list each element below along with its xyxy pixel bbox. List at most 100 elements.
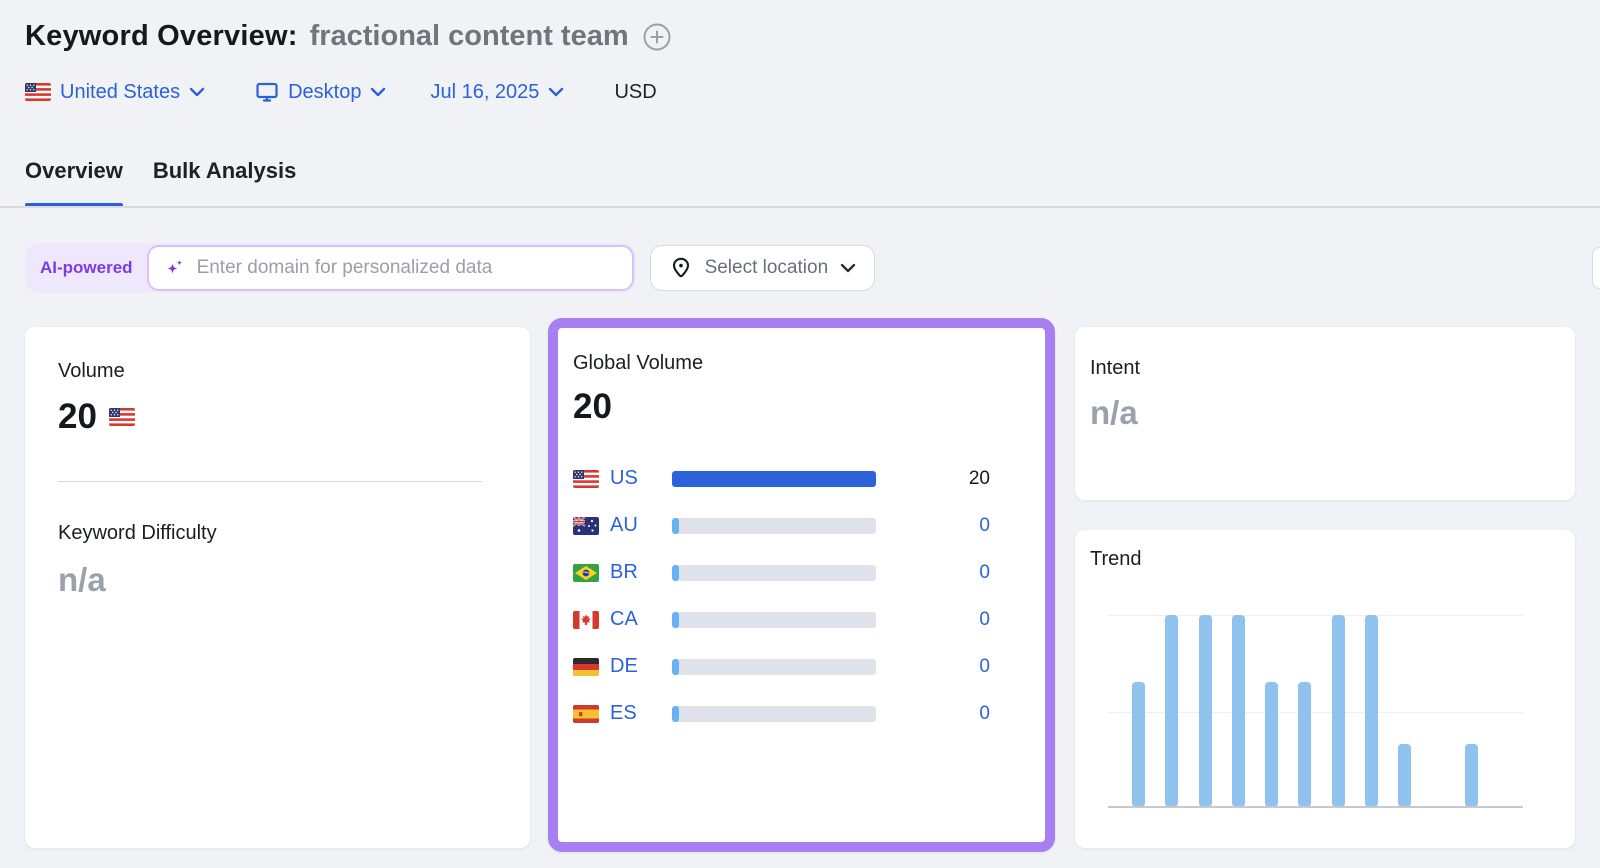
trend-title: Trend: [1090, 548, 1142, 570]
us-flag-icon: [573, 469, 599, 488]
trend-bar-slot: [1388, 615, 1421, 807]
trend-bar-slot: [1322, 615, 1355, 807]
trend-bar: [1398, 743, 1412, 807]
country-code-link[interactable]: DE: [610, 655, 638, 677]
device-dropdown-label: Desktop: [288, 80, 362, 103]
domain-input-box[interactable]: [146, 245, 634, 291]
country-row-es: ES 0: [573, 690, 990, 737]
trend-bars: [1122, 615, 1521, 807]
device-dropdown[interactable]: Desktop: [255, 80, 386, 104]
country-row-br: BR 0: [573, 549, 990, 596]
country-row-us: US 20: [573, 455, 990, 502]
country-row-au: AU 0: [573, 502, 990, 549]
country-volume-value[interactable]: 0: [979, 702, 990, 724]
chevron-down-icon: [189, 87, 205, 97]
date-dropdown-label: Jul 16, 2025: [430, 80, 540, 103]
desktop-monitor-icon: [255, 80, 279, 104]
volume-value-row: 20: [58, 397, 497, 437]
tab-bulk-analysis[interactable]: Bulk Analysis: [152, 158, 297, 183]
chevron-down-icon: [370, 87, 386, 97]
country-volume-value[interactable]: 0: [979, 655, 990, 677]
country-volume-bar: [672, 470, 876, 487]
tab-overview[interactable]: Overview: [25, 152, 123, 207]
chevron-down-icon: [840, 263, 856, 273]
tab-bar: Overview Bulk Analysis: [25, 152, 296, 207]
country-volume-value: 20: [968, 467, 990, 489]
keyword-difficulty-title: Keyword Difficulty: [58, 522, 217, 544]
country-volume-value[interactable]: 0: [979, 561, 990, 583]
country-volume-bar: [672, 658, 876, 675]
ai-sparkle-icon: [163, 256, 187, 280]
filter-bar: United States Desktop Jul 16, 2025 USD: [25, 80, 657, 104]
intent-value: n/a: [1090, 394, 1138, 431]
volume-value: 20: [58, 397, 97, 436]
location-pin-icon: [669, 256, 693, 280]
page-header: Keyword Overview: fractional content tea…: [25, 20, 671, 53]
x-axis-line: [1108, 806, 1523, 808]
gridline: [1108, 615, 1523, 616]
global-volume-rows: US 20 AU 0 BR 0 CA 0: [573, 455, 1030, 737]
country-row-de: DE 0: [573, 643, 990, 690]
trend-bar: [1364, 615, 1378, 807]
country-code-link[interactable]: CA: [610, 608, 638, 630]
keyword-difficulty-value: n/a: [58, 561, 106, 598]
trend-bar: [1231, 615, 1245, 807]
trend-bar-slot: [1189, 615, 1222, 807]
country-volume-value[interactable]: 0: [979, 608, 990, 630]
trend-bar: [1198, 615, 1212, 807]
cut-off-control[interactable]: [1592, 247, 1600, 289]
country-dropdown-label: United States: [60, 80, 181, 103]
country-volume-bar: [672, 611, 876, 628]
volume-title: Volume: [58, 360, 125, 382]
country-code-link[interactable]: BR: [610, 561, 638, 583]
country-row-ca: CA 0: [573, 596, 990, 643]
trend-bar: [1331, 615, 1345, 807]
country-volume-value[interactable]: 0: [979, 514, 990, 536]
gridline: [1108, 711, 1523, 713]
us-flag-icon: [25, 83, 51, 101]
country-volume-bar: [672, 517, 876, 534]
keyword-text: fractional content team: [309, 20, 629, 52]
card-divider: [58, 481, 482, 482]
tabs-divider: [0, 206, 1600, 208]
es-flag-icon: [573, 704, 599, 723]
trend-bar: [1165, 615, 1179, 807]
currency-label: USD: [614, 80, 657, 103]
trend-bar: [1265, 682, 1279, 807]
country-code-link[interactable]: ES: [610, 702, 637, 724]
trend-bar-slot: [1421, 615, 1454, 807]
trend-bar-slot: [1222, 615, 1255, 807]
trend-bar-slot: [1455, 615, 1488, 807]
ca-flag-icon: [573, 610, 599, 629]
de-flag-icon: [573, 657, 599, 676]
trend-chart: [1108, 615, 1523, 808]
country-dropdown[interactable]: United States: [25, 81, 205, 104]
page-title: Keyword Overview:: [25, 20, 298, 52]
trend-bar-slot: [1122, 615, 1155, 807]
controls-row: AI-powered Select location: [25, 243, 876, 293]
country-volume-bar: [672, 564, 876, 581]
volume-kd-card: Volume 20 Keyword Difficulty n/a: [25, 327, 530, 848]
global-volume-title: Global Volume: [573, 352, 704, 374]
country-code-link[interactable]: AU: [610, 514, 638, 536]
au-flag-icon: [573, 516, 599, 535]
global-volume-value: 20: [573, 387, 612, 426]
trend-bar-slot: [1355, 615, 1388, 807]
date-dropdown[interactable]: Jul 16, 2025: [430, 81, 564, 104]
country-volume-bar: [672, 705, 876, 722]
domain-input[interactable]: [196, 257, 618, 279]
trend-bar-slot: [1488, 615, 1521, 807]
trend-bar-slot: [1255, 615, 1288, 807]
trend-bar-slot: [1288, 615, 1321, 807]
country-code-link[interactable]: US: [610, 467, 638, 489]
chevron-down-icon: [548, 87, 564, 97]
intent-title: Intent: [1090, 357, 1141, 379]
global-volume-card: Global Volume 20 US 20 AU 0 BR 0: [548, 318, 1055, 852]
trend-bar: [1298, 682, 1312, 807]
select-location-button[interactable]: Select location: [649, 245, 876, 291]
plus-circle-icon[interactable]: [643, 23, 671, 51]
ai-powered-domain-widget: AI-powered: [25, 243, 636, 293]
intent-card: Intent n/a: [1075, 327, 1575, 500]
us-flag-icon: [108, 408, 135, 426]
